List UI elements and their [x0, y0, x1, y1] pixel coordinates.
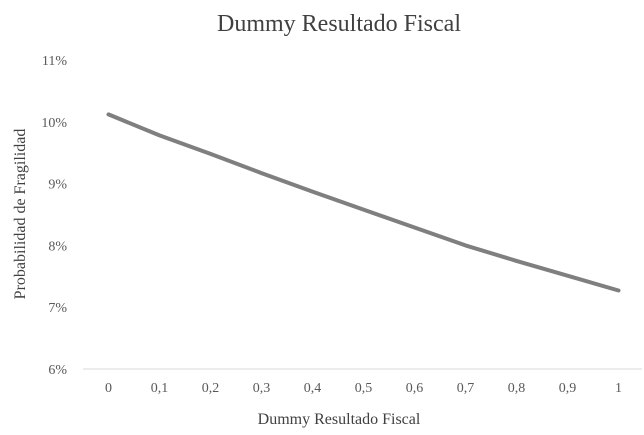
x-axis-label: Dummy Resultado Fiscal: [258, 411, 421, 428]
y-axis-ticks: 6% 7% 8% 9% 10% 11%: [41, 54, 67, 378]
y-axis-label: Probabilidad de Fragilidad: [12, 129, 29, 300]
y-tick-label: 9%: [48, 178, 67, 193]
y-tick-label: 8%: [48, 239, 67, 254]
x-tick-label: 0,1: [151, 381, 169, 396]
y-tick-label: 6%: [48, 363, 67, 378]
x-tick-label: 0,7: [457, 381, 475, 396]
x-tick-label: 1: [615, 381, 622, 396]
x-tick-label: 0,3: [253, 381, 271, 396]
x-axis-ticks: 0 0,1 0,2 0,3 0,4 0,5 0,6 0,7 0,8 0,9 1: [105, 381, 622, 396]
y-tick-label: 11%: [42, 54, 67, 69]
y-tick-label: 7%: [48, 301, 67, 316]
x-tick-label: 0,5: [355, 381, 373, 396]
x-tick-label: 0,9: [559, 381, 577, 396]
x-tick-label: 0,4: [304, 381, 322, 396]
x-tick-label: 0: [105, 381, 112, 396]
x-tick-label: 0,2: [202, 381, 220, 396]
x-tick-label: 0,6: [406, 381, 424, 396]
y-tick-label: 10%: [41, 116, 67, 131]
series-line: [106, 112, 621, 293]
x-tick-label: 0,8: [508, 381, 526, 396]
chart-title: Dummy Resultado Fiscal: [217, 11, 461, 37]
